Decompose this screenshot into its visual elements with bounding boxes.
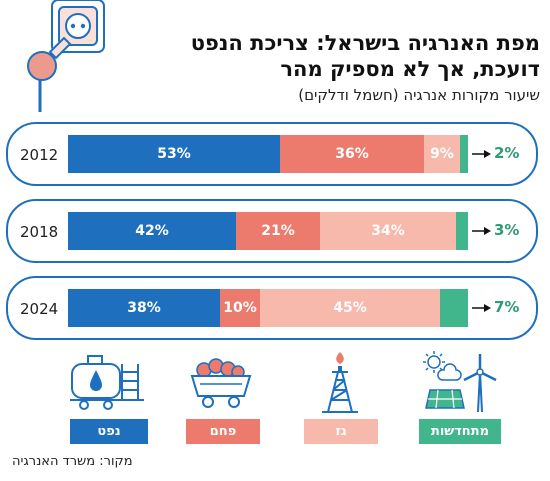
year-label: 2012 [20,146,59,164]
pointer-arrow-icon [472,150,491,158]
bar-segment-gas: 45% [260,289,440,327]
bar-segment-coal: 36% [280,135,424,173]
chart-subtitle: שיעור מקורות אנרגיה (חשמל ודלקים) [298,86,540,104]
gas-rig-icon [322,352,358,413]
coal-cart-icon [190,358,252,408]
bar-segment-gas: 9% [424,135,460,173]
legend-coal: פחם [186,419,260,444]
legend-renewables: מתחדשות [419,419,501,444]
bar-segment-renewables [460,135,468,173]
bar-segment-renewables [440,289,468,327]
year-label: 2018 [20,223,59,241]
bar-segment-gas: 34% [320,212,456,250]
renewables-value-label: 3% [494,221,520,239]
bar-segment-coal: 10% [220,289,260,327]
renewables-value-label: 7% [494,298,520,316]
title-line-1: מפת האנרגיה בישראל: צריכת הנפט [190,31,540,55]
bar-segment-oil: 42% [68,212,236,250]
renewables-value-label: 2% [494,144,520,162]
year-label: 2024 [20,300,59,318]
pointer-arrow-icon [472,304,491,312]
pointer-arrow-icon [472,227,491,235]
power-plug-icon [27,0,105,112]
legend-gas: גז [304,419,378,444]
legend-oil: נפט [70,419,148,444]
bar-segment-coal: 21% [236,212,320,250]
oil-tank-icon [70,355,144,410]
bar-segment-renewables [456,212,468,250]
chart-title: מפת האנרגיה בישראל: צריכת הנפט דועכת, אך… [140,30,540,82]
bar-segment-oil: 53% [68,135,280,173]
solar-wind-icon [423,351,497,413]
bar-segment-oil: 38% [68,289,220,327]
source-note: מקור: משרד האנרגיה [12,454,133,469]
title-line-2: דועכת, אך לא מספיק מהר [280,57,540,81]
